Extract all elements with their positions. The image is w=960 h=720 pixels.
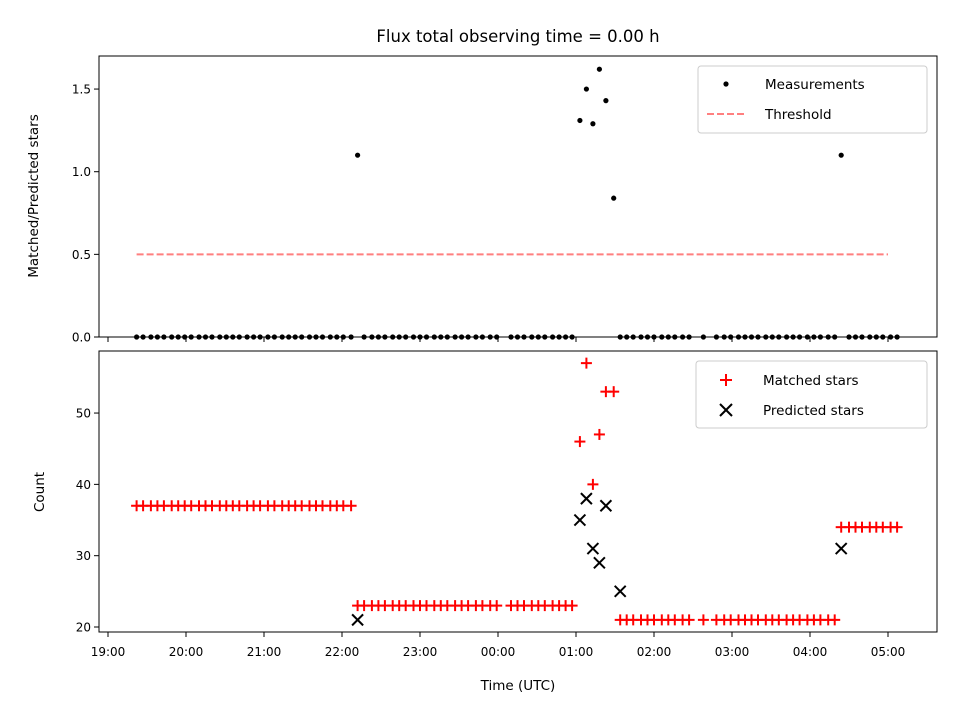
predicted-star-point — [613, 585, 627, 598]
matched-star-point — [566, 600, 578, 612]
bottom-y-ticks: 20 30 40 50 — [76, 407, 99, 635]
top-y-axis-label: Matched/Predicted stars — [26, 114, 42, 277]
legend-matched-marker — [720, 374, 732, 386]
top-y-tick-label: 0.0 — [72, 331, 91, 345]
matched-star-point — [891, 521, 903, 533]
predicted-star-point — [586, 542, 600, 555]
top-legend: Measurements Threshold — [697, 65, 928, 134]
top-y-tick-label: 0.5 — [72, 248, 91, 262]
top-axes-frame — [98, 55, 938, 338]
matched-star-point — [574, 436, 586, 448]
matched-star-point — [580, 357, 592, 369]
predicted-star-point — [599, 499, 613, 512]
measurement-point — [838, 152, 844, 158]
x-tick-label: 05:00 — [871, 645, 906, 659]
bottom-plot-area — [131, 357, 903, 627]
measurement-point — [611, 195, 617, 201]
x-tick-label: 01:00 — [559, 645, 594, 659]
legend-threshold-label: Threshold — [764, 107, 832, 123]
matched-star-point — [593, 428, 605, 440]
measurement-point — [596, 66, 603, 72]
top-legend-box — [697, 65, 928, 134]
bottom-legend: Matched stars Predicted stars — [695, 360, 928, 429]
matched-star-point — [608, 386, 620, 398]
matched-star-point — [491, 600, 503, 612]
x-tick-label: 00:00 — [481, 645, 516, 659]
bottom-y-axis-label: Count — [32, 472, 48, 512]
predicted-star-point — [573, 513, 587, 527]
x-tick-label: 22:00 — [325, 645, 360, 659]
top-y-tick-label: 1.5 — [72, 83, 91, 97]
matched-star-point — [683, 614, 695, 626]
x-tick-label: 21:00 — [247, 645, 282, 659]
x-axis-label: Time (UTC) — [480, 678, 556, 694]
predicted-star-point — [593, 556, 606, 570]
predicted-star-point — [834, 542, 848, 555]
measurement-point — [603, 98, 609, 104]
chart-title: Flux total observing time = 0.00 h — [376, 27, 659, 46]
legend-predicted-marker — [719, 403, 733, 417]
x-tick-label: 23:00 — [403, 645, 438, 659]
measurement-point — [590, 121, 596, 127]
x-tick-label: 19:00 — [91, 645, 126, 659]
legend-measurements-marker — [723, 81, 729, 87]
predicted-star-point — [351, 613, 364, 627]
top-y-ticks: 0.0 0.5 1.0 1.5 — [72, 83, 99, 345]
top-y-tick-label: 1.0 — [72, 165, 91, 179]
x-tick-label: 04:00 — [793, 645, 828, 659]
predicted-star-point — [580, 492, 593, 505]
bottom-x-ticks: 19:00 20:00 21:00 22:00 23:00 00:00 01:00 02:00… — [91, 632, 906, 659]
measurement-point — [355, 152, 361, 158]
top-panel: Flux total observing time = 0.00 h Match… — [26, 27, 938, 345]
bottom-y-tick-label: 40 — [76, 478, 91, 492]
x-tick-label: 03:00 — [715, 645, 750, 659]
legend-measurements-label: Measurements — [765, 77, 865, 93]
matched-star-point — [345, 500, 357, 512]
matched-star-point — [697, 614, 709, 626]
matched-star-point — [587, 478, 599, 490]
bottom-y-tick-label: 30 — [76, 549, 91, 563]
legend-matched-label: Matched stars — [763, 373, 859, 389]
x-tick-label: 02:00 — [637, 645, 672, 659]
matched-star-point — [829, 614, 841, 626]
measurement-point — [577, 117, 583, 124]
x-tick-label: 20:00 — [169, 645, 204, 659]
bottom-panel: Count Time (UTC) 20 30 40 50 19:00 20:00 21:0… — [32, 350, 938, 694]
measurement-point — [583, 86, 590, 92]
bottom-y-tick-label: 20 — [76, 621, 91, 635]
legend-predicted-label: Predicted stars — [763, 403, 864, 419]
bottom-axes-frame — [98, 350, 938, 633]
bottom-legend-box — [695, 360, 928, 429]
bottom-y-tick-label: 50 — [76, 407, 91, 421]
